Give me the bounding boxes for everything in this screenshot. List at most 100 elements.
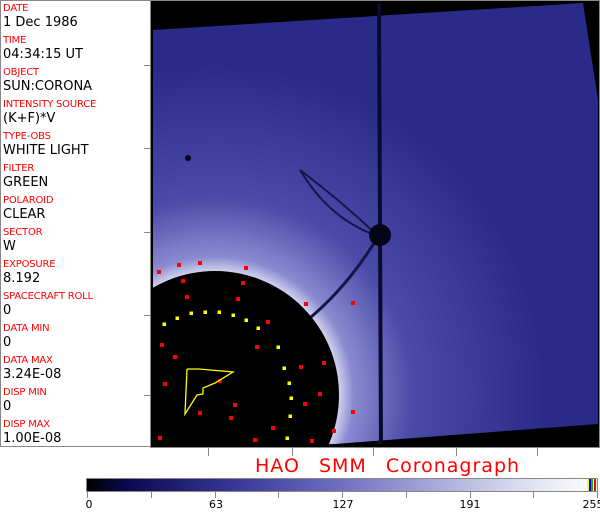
marker-red — [185, 295, 189, 299]
marker-red — [303, 402, 307, 406]
marker-red — [241, 281, 245, 285]
y-axis-tick — [144, 232, 150, 233]
x-axis-tick — [373, 448, 374, 456]
field-value: CLEAR — [3, 207, 46, 222]
x-axis-tick — [292, 448, 293, 456]
marker-red — [158, 436, 162, 440]
marker-red — [255, 345, 259, 349]
marker-yellow — [256, 326, 260, 330]
marker-yellow — [203, 310, 207, 314]
marker-red — [173, 355, 177, 359]
marker-red — [351, 410, 355, 414]
pylon-hub — [369, 224, 391, 246]
outline-polygon — [184, 368, 236, 417]
colorbar-tick-label: 191 — [459, 498, 481, 511]
marker-red — [299, 365, 303, 369]
marker-red — [233, 403, 237, 407]
marker-yellow — [189, 311, 193, 315]
marker-yellow — [244, 318, 248, 322]
field-label: DISP MAX — [3, 419, 50, 430]
colorbar-tick-label: 255 — [582, 498, 600, 511]
marker-yellow — [276, 345, 280, 349]
x-axis-tick — [456, 448, 457, 456]
colorbar-tick — [87, 492, 88, 498]
y-axis-tick — [144, 395, 150, 396]
occulting-disk — [150, 271, 339, 448]
marker-yellow — [217, 310, 221, 314]
y-axis-tick — [144, 315, 150, 316]
field-data-min: DATA MIN 0 — [3, 323, 150, 355]
field-type-obs: TYPE-OBS WHITE LIGHT — [3, 131, 150, 163]
marker-red — [351, 301, 355, 305]
colorbar-tick-label: 63 — [209, 498, 223, 511]
field-value: 0 — [3, 303, 12, 318]
x-axis-tick — [208, 448, 209, 456]
field-value: 0 — [3, 399, 12, 414]
field-label: DATA MAX — [3, 355, 53, 366]
colorbar-tick — [214, 492, 216, 498]
pylon-arm-lower — [304, 239, 378, 324]
marker-yellow — [287, 381, 291, 385]
field-value: W — [3, 239, 16, 254]
field-value: 3.24E-08 — [3, 367, 62, 382]
y-axis-tick — [144, 65, 150, 66]
field-spacecraft-roll: SPACECRAFT ROLL 0 — [3, 291, 150, 323]
colorbar-tick-label: 127 — [332, 498, 354, 511]
marker-red — [304, 302, 308, 306]
colorbar-swatch — [587, 479, 589, 491]
field-label: SECTOR — [3, 227, 43, 238]
field-data-max: DATA MAX 3.24E-08 — [3, 355, 150, 387]
colorbar — [86, 478, 598, 492]
field-value: GREEN — [3, 175, 49, 190]
field-label: INTENSITY SOURCE — [3, 99, 97, 110]
colorbar-tick-label: 0 — [85, 498, 93, 511]
marker-red — [322, 361, 326, 365]
marker-red — [332, 429, 336, 433]
field-label: DISP MIN — [3, 387, 47, 398]
field-intensity-source: INTENSITY SOURCE (K+F)*V — [3, 99, 150, 131]
metadata-panel: DATE 1 Dec 1986 TIME 04:34:15 UT OBJECT SUN:C… — [0, 0, 150, 447]
field-label: SPACECRAFT ROLL — [3, 291, 93, 302]
field-disp-min: DISP MIN 0 — [3, 387, 150, 419]
colorbar-tick — [150, 492, 152, 498]
field-value: 1.00E-08 — [3, 431, 62, 446]
field-object: OBJECT SUN:CORONA — [3, 67, 150, 99]
field-label: EXPOSURE — [3, 259, 56, 270]
field-value: 04:34:15 UT — [3, 47, 83, 62]
occulter-pylon — [377, 2, 383, 445]
marker-red — [157, 270, 161, 274]
marker-red — [198, 261, 202, 265]
marker-red — [177, 263, 181, 267]
marker-yellow — [288, 414, 292, 418]
field-filter: FILTER GREEN — [3, 163, 150, 195]
marker-red — [271, 426, 275, 430]
field-polaroid: POLAROID CLEAR — [3, 195, 150, 227]
marker-red — [181, 279, 185, 283]
field-value: WHITE LIGHT — [3, 143, 89, 158]
colorbar-swatch — [591, 479, 594, 491]
field-label: TYPE-OBS — [3, 131, 51, 142]
colorbar-swatch — [593, 479, 596, 491]
marker-red — [163, 382, 167, 386]
field-label: FILTER — [3, 163, 35, 174]
marker-yellow — [282, 366, 286, 370]
colorbar-tick — [533, 492, 535, 498]
field-label: POLAROID — [3, 195, 54, 206]
colorbar-tick — [469, 492, 471, 498]
marker-yellow — [162, 322, 166, 326]
field-label: TIME — [3, 35, 27, 46]
markers — [157, 261, 355, 443]
marker-yellow — [231, 313, 235, 317]
field-label: DATA MIN — [3, 323, 50, 334]
field-disp-max: DISP MAX 1.00E-08 — [3, 419, 150, 451]
marker-yellow — [289, 396, 293, 400]
field-label: OBJECT — [3, 67, 39, 78]
plot-title: HAO SMM Coronagraph — [255, 455, 521, 477]
x-axis-tick — [537, 448, 538, 456]
marker-red — [310, 439, 314, 443]
field-sector: SECTOR W — [3, 227, 150, 259]
colorbar-tick — [597, 492, 598, 498]
marker-red — [318, 392, 322, 396]
marker-red — [266, 320, 270, 324]
marker-red — [218, 379, 222, 383]
